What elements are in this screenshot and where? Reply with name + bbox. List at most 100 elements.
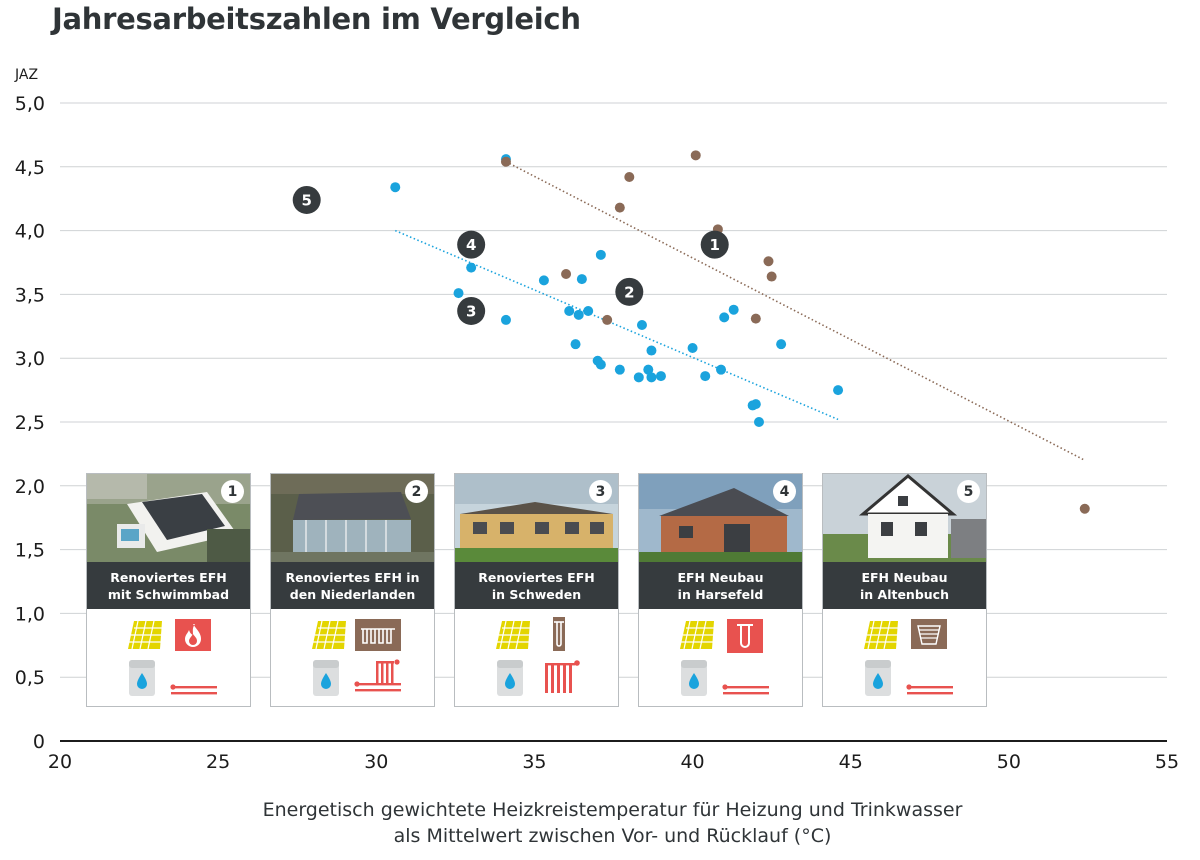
data-point [573, 309, 584, 320]
card-caption-line2: mit Schwimmbad [107, 586, 230, 602]
annotation-label: 5 [301, 191, 311, 209]
card-icons [87, 609, 250, 706]
data-point [602, 314, 613, 325]
data-point [776, 339, 787, 350]
y-tick-label: 4,5 [15, 157, 45, 179]
data-point [538, 275, 549, 286]
data-points [390, 150, 1090, 514]
floor-heating-icon [169, 681, 217, 700]
card-caption: Renoviertes EFH in den Niederlanden [271, 562, 434, 609]
data-point [687, 342, 698, 353]
solar-panel-icon [860, 619, 900, 655]
house-photo [271, 474, 434, 562]
annotation-marker: 1 [700, 230, 729, 259]
card-caption-line1: Renoviertes EFH [478, 569, 595, 585]
data-point [646, 345, 657, 356]
annotation-circle [292, 185, 321, 214]
y-axis-title: JAZ [14, 67, 38, 83]
y-tick-label: 3,5 [15, 284, 45, 306]
radiator-heating-icon [353, 659, 401, 699]
floor-heating-icon [905, 681, 953, 700]
air-probe-icon [727, 619, 763, 657]
annotation-label: 2 [624, 283, 634, 301]
y-tick-label: 2,0 [15, 476, 45, 498]
annotation-marker: 4 [457, 230, 486, 259]
data-point [595, 359, 606, 370]
ground-probe-icon [551, 617, 567, 655]
data-point [614, 364, 625, 375]
data-point [636, 320, 647, 331]
ground-basket-icon [911, 619, 947, 653]
y-tick-label: 0,5 [15, 667, 45, 689]
data-point [753, 417, 764, 427]
heat-pump-icon [495, 659, 525, 701]
y-tick-label: 3,0 [15, 348, 45, 370]
annotation-marker: 5 [292, 185, 321, 214]
data-point [614, 202, 625, 213]
data-point [728, 304, 739, 315]
radiator-icon [543, 659, 583, 699]
data-point [655, 371, 666, 382]
card-caption-line2: in Altenbuch [859, 586, 949, 602]
data-point [500, 156, 511, 167]
trend-lines [394, 160, 1086, 461]
data-point [570, 339, 581, 350]
card-icons [639, 609, 802, 706]
ground-collector-icon [355, 619, 401, 655]
y-tick-label: 1,0 [15, 603, 45, 625]
solar-panel-icon [124, 619, 164, 655]
annotation-marker: 3 [457, 296, 486, 325]
y-tick-label: 2,5 [15, 412, 45, 434]
x-tick-label: 25 [206, 751, 230, 773]
data-point [643, 364, 654, 375]
data-point [833, 385, 844, 396]
annotation-circle [700, 230, 729, 259]
house-card: 2 Renoviertes EFH in den Niederlanden [270, 473, 435, 707]
house-card: 3 Renoviertes EFH in Schweden [454, 473, 619, 707]
heat-pump-icon [679, 659, 709, 701]
data-point [390, 182, 401, 193]
card-caption-line1: Renoviertes EFH in [285, 569, 420, 585]
heat-pump-icon [311, 659, 341, 701]
x-tick-label: 35 [522, 751, 546, 773]
card-caption-line2: den Niederlanden [289, 586, 416, 602]
data-point [763, 256, 774, 267]
data-point [624, 172, 635, 183]
x-axis-title: Energetisch gewichtete Heizkreistemperat… [0, 797, 1200, 849]
solar-panel-icon [308, 619, 348, 655]
x-axis-title-line2: als Mittelwert zwischen Vor- und Rücklau… [393, 825, 832, 847]
y-tick-label: 1,5 [15, 540, 45, 562]
data-point [719, 312, 730, 323]
card-number-badge: 3 [589, 480, 612, 503]
annotation-circle [457, 230, 486, 259]
chart-title: Jahresarbeitszahlen im Vergleich [52, 2, 581, 36]
data-point [576, 274, 587, 285]
annotation-markers: 1 2 3 4 5 [292, 185, 729, 325]
solar-panel-icon [676, 619, 716, 655]
trendline [394, 229, 839, 421]
annotation-circle [457, 296, 486, 325]
card-caption: Renoviertes EFH mit Schwimmbad [87, 562, 250, 609]
annotation-marker: 2 [615, 277, 644, 306]
x-axis-title-line1: Energetisch gewichtete Heizkreistemperat… [262, 799, 963, 821]
card-caption-line2: in Harsefeld [677, 586, 764, 602]
data-point [700, 371, 711, 382]
house-photo [639, 474, 802, 562]
data-point [583, 305, 594, 316]
annotation-label: 1 [709, 236, 719, 254]
trendline [505, 160, 1086, 461]
annotation-label: 4 [466, 236, 476, 254]
card-caption-line1: EFH Neubau [861, 569, 948, 585]
data-point [466, 262, 477, 273]
y-tick-label: 5,0 [15, 93, 45, 115]
data-point [561, 268, 572, 279]
card-number-badge: 2 [405, 480, 428, 503]
card-number-badge: 5 [957, 480, 980, 503]
house-card: 4 EFH Neubau in Harsefeld [638, 473, 803, 707]
data-point [646, 372, 657, 383]
x-tick-label: 50 [997, 751, 1021, 773]
heat-pump-icon [863, 659, 893, 701]
card-caption: Renoviertes EFH in Schweden [455, 562, 618, 609]
house-photo [823, 474, 986, 562]
